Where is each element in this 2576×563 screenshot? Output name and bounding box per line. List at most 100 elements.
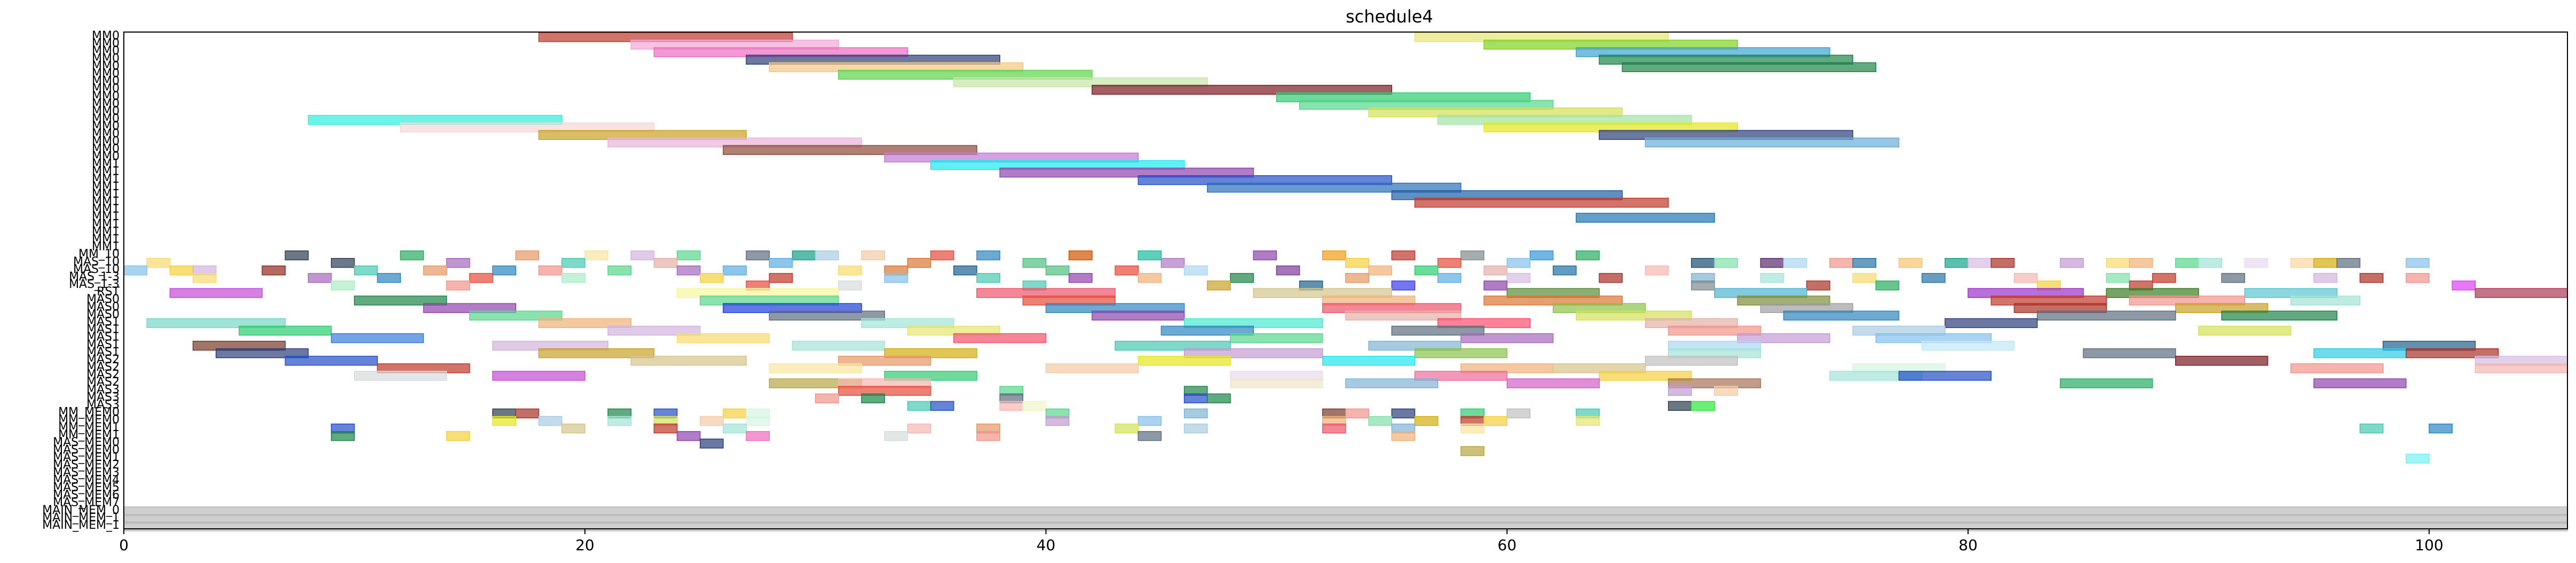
lane-label: MAS1: [86, 323, 120, 337]
task-bar: [699, 273, 724, 283]
lane-label: MM1: [92, 180, 120, 193]
task-bar: [699, 416, 724, 426]
task-bar: [1760, 273, 1784, 283]
task-bar: [1345, 378, 1439, 388]
task-bar: [538, 265, 563, 276]
task-bar: [953, 265, 977, 276]
task-bar: [2129, 257, 2153, 268]
task-bar: [1829, 257, 1853, 268]
lane-label: MAS_MEM1: [53, 451, 120, 464]
task-bar: [1137, 431, 1162, 441]
lane-label: RST: [97, 285, 120, 299]
lane-label: MAIN_MEM_1: [42, 511, 120, 525]
lane-label: MAS0: [86, 308, 120, 321]
task-bar: [1576, 416, 1600, 426]
task-bar: [492, 416, 516, 426]
lane-label: MAS0: [86, 300, 120, 314]
task-bar: [1322, 250, 1346, 261]
task-bar: [1137, 356, 1231, 366]
lane-label: MM0: [92, 112, 120, 126]
task-bar: [561, 257, 586, 268]
task-bar: [930, 250, 954, 261]
task-bar: [216, 348, 309, 358]
task-bar: [1806, 280, 1830, 291]
x-axis: 0 20 40 60 80 100: [119, 529, 2444, 554]
task-bar: [2405, 348, 2499, 358]
task-bar: [746, 431, 770, 441]
task-bar: [769, 257, 793, 268]
task-bar: [2475, 288, 2568, 298]
task-bar: [1460, 333, 1554, 343]
task-bar: [1368, 265, 1393, 276]
task-bar: [676, 265, 701, 276]
task-bar: [1391, 280, 1416, 291]
task-bar: [815, 393, 839, 404]
task-bar: [354, 371, 447, 381]
task-bar: [1483, 416, 1508, 426]
lane-label: MM_10: [78, 248, 120, 261]
lane-label: MAS2: [86, 368, 120, 381]
task-bar: [1345, 273, 1369, 283]
task-bar: [1483, 280, 1508, 291]
task-bar: [1645, 356, 1738, 366]
task-bar: [2106, 257, 2130, 268]
task-bar: [330, 333, 424, 343]
task-bar: [999, 167, 1254, 178]
task-bar: [769, 363, 862, 373]
task-bar: [2221, 273, 2246, 283]
task-bar: [1852, 257, 1877, 268]
x-tick-label: 100: [2415, 536, 2443, 554]
task-bar: [907, 423, 931, 434]
task-bar: [2198, 257, 2222, 268]
lane-label: MAS3: [86, 383, 120, 396]
task-bar: [2429, 423, 2453, 434]
task-bar: [723, 408, 747, 419]
lane-label: MM1: [92, 202, 120, 216]
task-bar: [1576, 213, 1715, 223]
task-bar: [423, 265, 447, 276]
task-bar: [2175, 257, 2199, 268]
task-bar: [1391, 408, 1416, 419]
task-bar: [1437, 273, 1461, 283]
task-bar: [307, 273, 332, 283]
lane-label: MM0: [92, 142, 120, 155]
task-bar: [1783, 310, 1900, 321]
task-bar: [723, 265, 747, 276]
task-bar: [1414, 416, 1439, 426]
task-bar: [1714, 386, 1738, 396]
task-bar: [1460, 423, 1484, 434]
task-bar: [676, 431, 701, 441]
task-bar: [1115, 423, 1139, 434]
task-bar: [561, 273, 586, 283]
task-bar: [1576, 250, 1600, 261]
task-bar: [676, 333, 770, 343]
task-bar: [169, 265, 194, 276]
task-bar: [1945, 257, 1969, 268]
task-bars: [123, 32, 2568, 531]
task-bar: [815, 250, 839, 261]
task-bar: [792, 340, 885, 351]
task-bar: [1183, 393, 1208, 404]
lane-label: MM0: [92, 97, 120, 111]
task-bar: [1183, 408, 1208, 419]
task-bar: [446, 257, 470, 268]
task-bar: [262, 265, 286, 276]
task-bar: [1599, 273, 1623, 283]
task-bar: [1045, 265, 1070, 276]
task-bar: [2313, 257, 2337, 268]
lane-label: MM0: [92, 44, 120, 58]
task-bar: [976, 273, 1000, 283]
task-bar: [1414, 348, 1508, 358]
x-tick-label: 0: [119, 536, 129, 554]
task-bar: [1391, 325, 1484, 336]
task-bar: [1645, 265, 1669, 276]
task-bar: [2475, 363, 2568, 373]
task-bar: [1160, 257, 1185, 268]
x-tick-label: 20: [575, 536, 595, 554]
task-bar: [838, 280, 862, 291]
task-bar: [1506, 273, 1531, 283]
task-bar: [930, 401, 954, 411]
task-bar: [1921, 273, 1946, 283]
task-bar: [723, 423, 747, 434]
lane-label: MM0: [92, 52, 120, 65]
